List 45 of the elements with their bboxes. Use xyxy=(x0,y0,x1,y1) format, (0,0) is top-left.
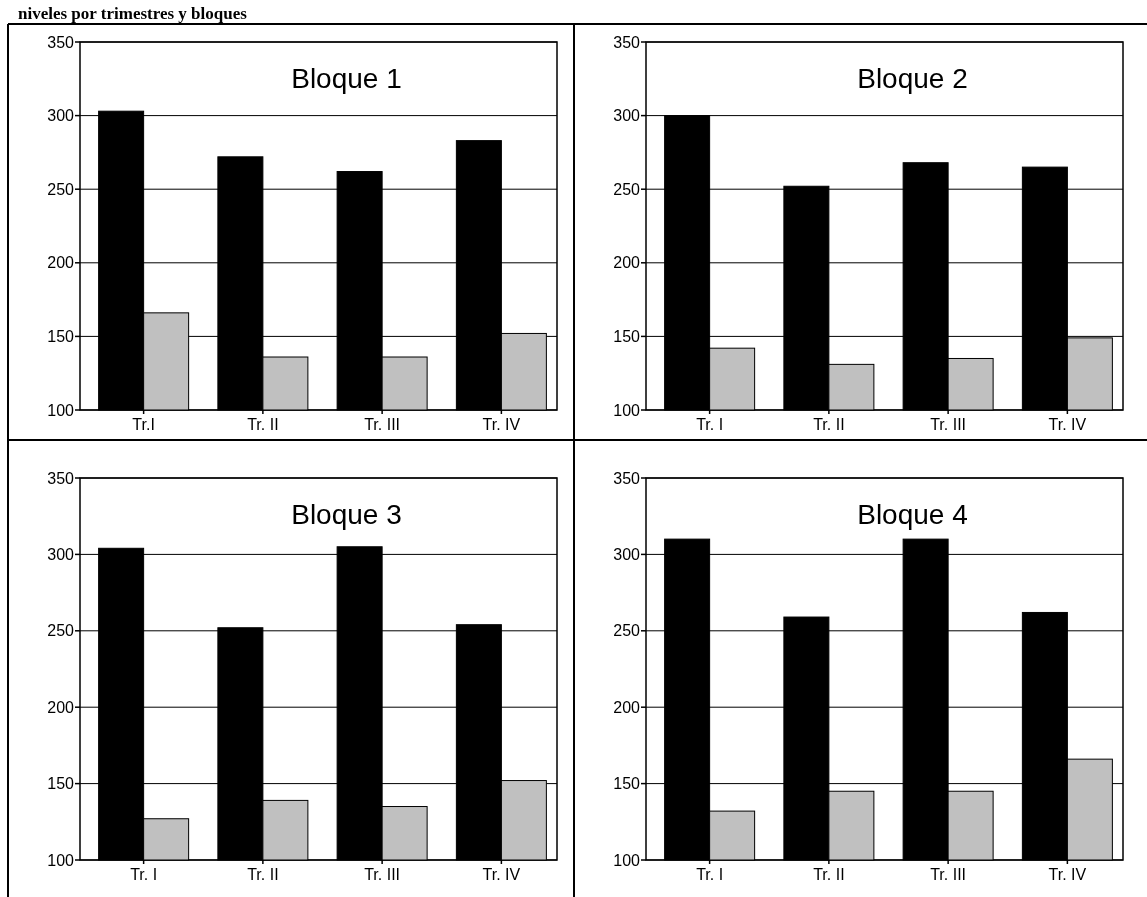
y-tick-label: 200 xyxy=(47,698,75,716)
y-tick-label: 350 xyxy=(47,469,75,487)
x-tick-label: Tr. IV xyxy=(482,416,521,433)
y-tick-label: 150 xyxy=(613,328,641,345)
x-tick-label: Tr. I xyxy=(130,866,158,883)
y-tick-label: 350 xyxy=(47,33,75,51)
y-tick-label: 150 xyxy=(47,775,75,793)
text: Bloque 3 xyxy=(291,499,402,530)
x-tick-label: Tr. II xyxy=(247,416,279,433)
x-tick-label: Tr. I xyxy=(696,416,724,433)
x-tick-label: Tr. II xyxy=(813,416,845,433)
x-tick-label: Tr. II xyxy=(813,866,845,883)
y-tick-label: 150 xyxy=(613,775,641,793)
y-tick-label: 200 xyxy=(613,254,641,272)
y-tick-label: 250 xyxy=(613,180,641,198)
y-tick-label: 250 xyxy=(47,622,75,640)
y-tick-label: 350 xyxy=(613,33,641,51)
y-tick-label: 300 xyxy=(47,107,75,125)
y-tick-label: 300 xyxy=(47,546,75,563)
x-tick-label: Tr. III xyxy=(930,416,967,433)
y-tick-label: 200 xyxy=(47,254,75,272)
y-tick-label: 250 xyxy=(613,622,641,640)
text: Bloque 2 xyxy=(857,63,968,94)
y-tick-label: 100 xyxy=(613,401,641,419)
y-tick-label: 100 xyxy=(47,401,75,419)
y-tick-label: 300 xyxy=(613,546,641,563)
y-tick-label: 300 xyxy=(613,107,641,125)
x-tick-label: Tr. IV xyxy=(482,866,521,883)
x-tick-label: Tr. IV xyxy=(1048,866,1087,883)
x-tick-label: Tr. I xyxy=(696,866,724,883)
text: niveles por trimestres y bloques xyxy=(18,4,248,23)
text: Bloque 1 xyxy=(291,63,402,94)
y-tick-label: 350 xyxy=(613,469,641,487)
y-tick-label: 200 xyxy=(613,698,641,716)
text: Bloque 4 xyxy=(857,499,968,530)
x-tick-label: Tr. III xyxy=(364,866,401,883)
x-tick-label: Tr. III xyxy=(930,866,967,883)
y-tick-label: 100 xyxy=(613,851,641,869)
y-tick-label: 250 xyxy=(47,180,75,198)
x-tick-label: Tr. II xyxy=(247,866,279,883)
x-tick-label: Tr.I xyxy=(132,416,155,433)
x-tick-label: Tr. III xyxy=(364,416,401,433)
y-tick-label: 100 xyxy=(47,851,75,869)
y-tick-label: 150 xyxy=(47,328,75,345)
x-tick-label: Tr. IV xyxy=(1048,416,1087,433)
